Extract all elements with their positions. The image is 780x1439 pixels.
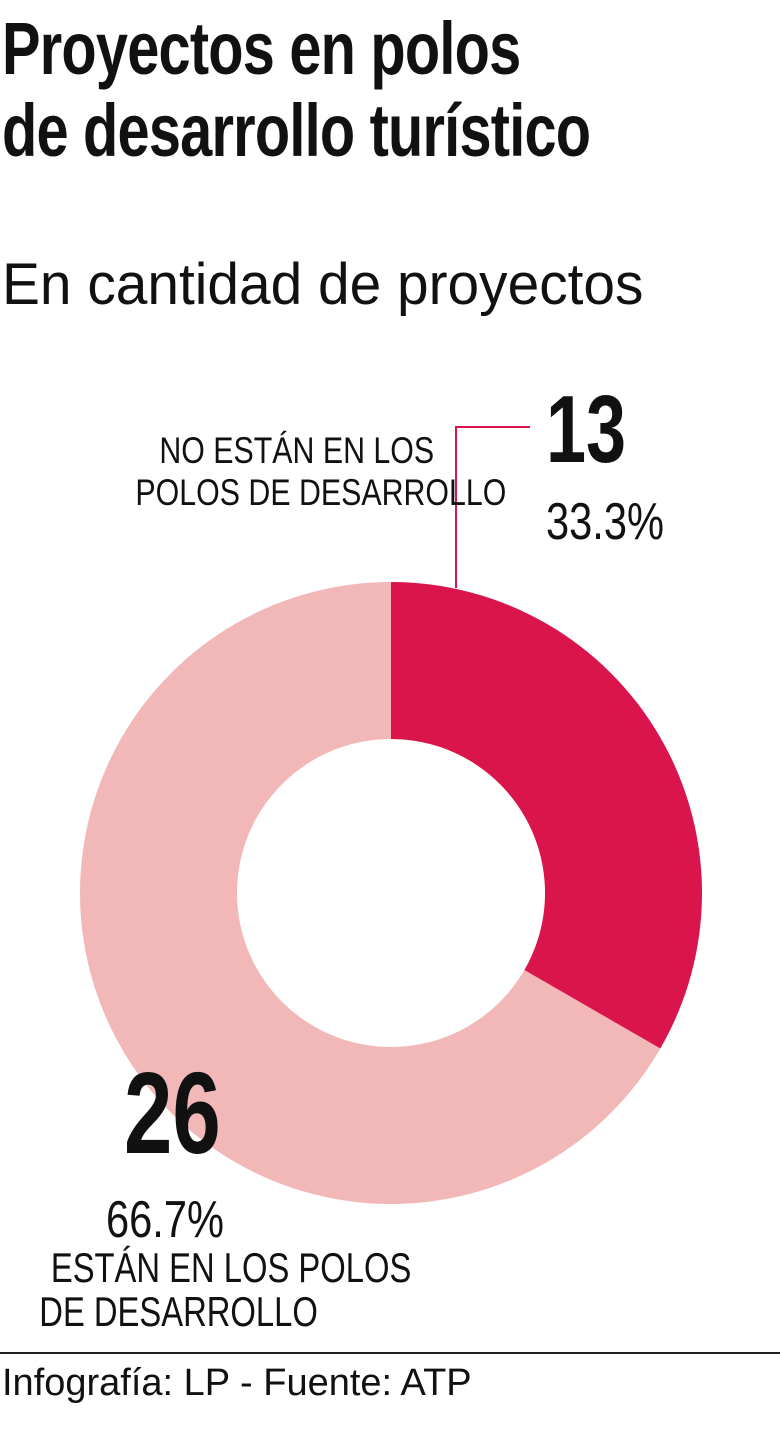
- slice-percent-polos: 66.7%: [106, 1191, 224, 1249]
- slice-value-polos: 26: [124, 1048, 221, 1178]
- slice-label-no-polos: NO ESTÁN EN LOS POLOS DE DESARROLLO: [135, 430, 507, 513]
- slice-value-no-polos: 13: [546, 376, 627, 483]
- chart-subtitle: En cantidad de proyectos: [2, 252, 644, 317]
- slice-label-polos: ESTÁN EN LOS POLOS DE DESARROLLO: [39, 1244, 412, 1335]
- donut-slice-1: [80, 581, 661, 1204]
- title-line-2: de desarrollo turístico: [2, 89, 591, 172]
- chart-title: Proyectos en polos de desarrollo turísti…: [2, 8, 756, 172]
- title-line-1: Proyectos en polos: [2, 7, 521, 90]
- slice-percent-no-polos: 33.3%: [546, 493, 664, 551]
- leader-line: [455, 426, 530, 588]
- footer-divider: [0, 1352, 780, 1354]
- source-credit: Infografía: LP - Fuente: ATP: [2, 1362, 472, 1404]
- donut-slice-0: [391, 582, 702, 1049]
